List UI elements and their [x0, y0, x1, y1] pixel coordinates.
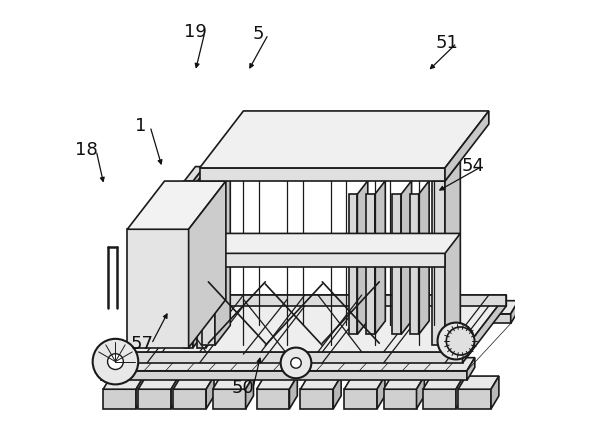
Polygon shape: [300, 389, 333, 409]
Polygon shape: [200, 168, 445, 181]
Polygon shape: [491, 376, 499, 409]
Polygon shape: [423, 389, 456, 409]
Circle shape: [451, 335, 462, 347]
Polygon shape: [256, 376, 297, 389]
Circle shape: [446, 327, 474, 355]
Polygon shape: [101, 371, 467, 381]
Polygon shape: [445, 111, 489, 181]
Polygon shape: [200, 254, 445, 266]
Polygon shape: [410, 194, 419, 334]
Polygon shape: [130, 352, 462, 363]
Polygon shape: [349, 194, 358, 334]
Polygon shape: [467, 358, 475, 381]
Polygon shape: [401, 181, 411, 334]
Polygon shape: [384, 376, 424, 389]
Polygon shape: [206, 376, 214, 409]
Polygon shape: [344, 389, 377, 409]
Polygon shape: [103, 376, 144, 389]
Polygon shape: [189, 181, 226, 348]
Polygon shape: [445, 161, 461, 345]
Polygon shape: [197, 181, 206, 348]
Polygon shape: [462, 295, 506, 363]
Polygon shape: [200, 111, 489, 168]
Polygon shape: [206, 167, 217, 348]
Polygon shape: [130, 295, 506, 352]
Polygon shape: [127, 229, 189, 348]
Polygon shape: [145, 314, 511, 324]
Circle shape: [281, 348, 311, 378]
Polygon shape: [103, 389, 136, 409]
Polygon shape: [184, 181, 193, 348]
Polygon shape: [136, 376, 144, 409]
Text: 18: 18: [75, 142, 98, 159]
Polygon shape: [456, 376, 464, 409]
Polygon shape: [101, 358, 475, 371]
Polygon shape: [419, 181, 429, 334]
Polygon shape: [197, 167, 217, 181]
Polygon shape: [458, 376, 499, 389]
Text: 51: 51: [436, 34, 459, 52]
Circle shape: [93, 339, 139, 385]
Polygon shape: [392, 194, 401, 334]
Polygon shape: [423, 376, 464, 389]
Text: 54: 54: [462, 157, 485, 175]
Polygon shape: [127, 181, 226, 229]
Polygon shape: [215, 161, 230, 345]
Polygon shape: [145, 301, 519, 314]
Circle shape: [291, 358, 301, 368]
Polygon shape: [289, 376, 297, 409]
Text: 19: 19: [184, 23, 207, 41]
Polygon shape: [173, 376, 214, 389]
Polygon shape: [366, 194, 375, 334]
Polygon shape: [333, 376, 341, 409]
Circle shape: [108, 354, 123, 370]
Polygon shape: [171, 376, 179, 409]
Polygon shape: [344, 376, 385, 389]
Polygon shape: [432, 181, 445, 345]
Polygon shape: [300, 376, 341, 389]
Polygon shape: [358, 181, 368, 334]
Polygon shape: [173, 295, 506, 306]
Polygon shape: [417, 376, 424, 409]
Polygon shape: [139, 389, 171, 409]
Polygon shape: [213, 376, 253, 389]
Polygon shape: [184, 167, 204, 181]
Polygon shape: [213, 389, 246, 409]
Text: 57: 57: [130, 335, 153, 353]
Polygon shape: [200, 233, 461, 254]
Polygon shape: [139, 376, 179, 389]
Text: 1: 1: [135, 117, 146, 135]
Polygon shape: [511, 301, 519, 324]
Polygon shape: [193, 167, 204, 348]
Polygon shape: [377, 376, 385, 409]
Polygon shape: [246, 376, 253, 409]
Circle shape: [437, 323, 474, 359]
Polygon shape: [202, 181, 215, 345]
Polygon shape: [375, 181, 385, 334]
Polygon shape: [384, 389, 417, 409]
Text: 5: 5: [253, 25, 265, 43]
Polygon shape: [173, 389, 206, 409]
Polygon shape: [256, 389, 289, 409]
Text: 50: 50: [232, 379, 255, 397]
Polygon shape: [458, 389, 491, 409]
